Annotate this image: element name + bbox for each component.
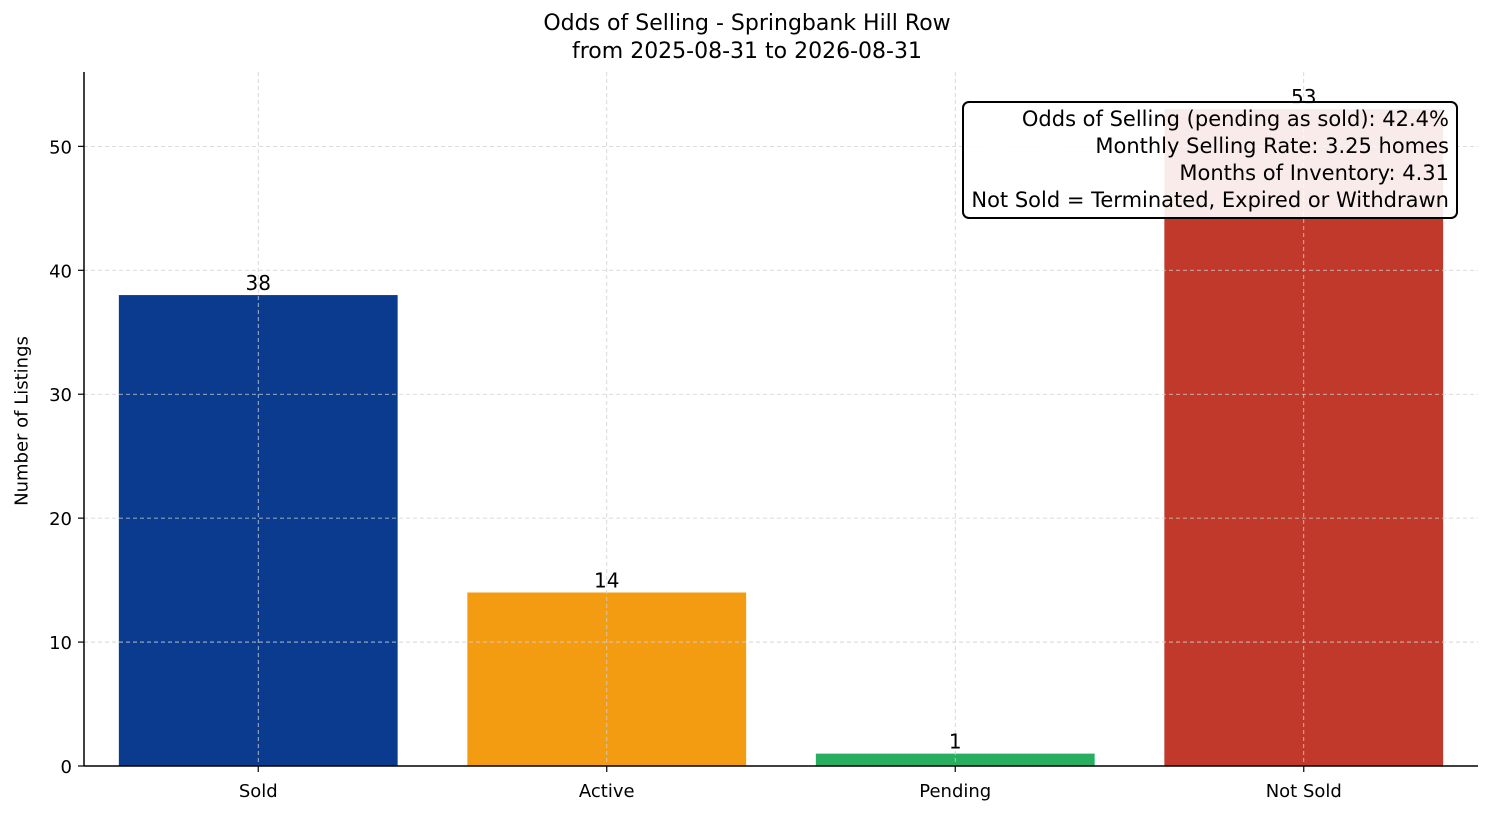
x-tick-label: Sold [239, 781, 278, 802]
chart-title: Odds of Selling - Springbank Hill Row [543, 11, 951, 36]
data-label: 38 [246, 271, 271, 295]
stats-annotation-box: Odds of Selling (pending as sold): 42.4%… [962, 101, 1458, 219]
monthly-selling-rate-text: Monthly Selling Rate: 3.25 homes [1095, 134, 1449, 158]
y-tick-label: 0 [61, 757, 72, 778]
odds-of-selling-text: Odds of Selling (pending as sold): 42.4% [1021, 107, 1449, 131]
data-label: 14 [594, 569, 619, 593]
y-tick-label: 20 [49, 509, 72, 530]
not-sold-definition-text: Not Sold = Terminated, Expired or Withdr… [971, 188, 1449, 212]
months-of-inventory-text: Months of Inventory: 4.31 [1179, 161, 1449, 185]
y-axis-label: Number of Listings [11, 336, 33, 506]
x-tick-label: Active [579, 781, 635, 802]
y-tick-label: 10 [49, 633, 72, 654]
x-tick-label: Pending [919, 781, 991, 802]
x-tick-label: Not Sold [1266, 781, 1342, 802]
y-tick-label: 40 [49, 261, 72, 282]
chart-subtitle: from 2025-08-31 to 2026-08-31 [572, 39, 922, 64]
data-label: 1 [949, 730, 962, 754]
y-tick-label: 50 [49, 137, 72, 158]
y-tick-label: 30 [49, 385, 72, 406]
